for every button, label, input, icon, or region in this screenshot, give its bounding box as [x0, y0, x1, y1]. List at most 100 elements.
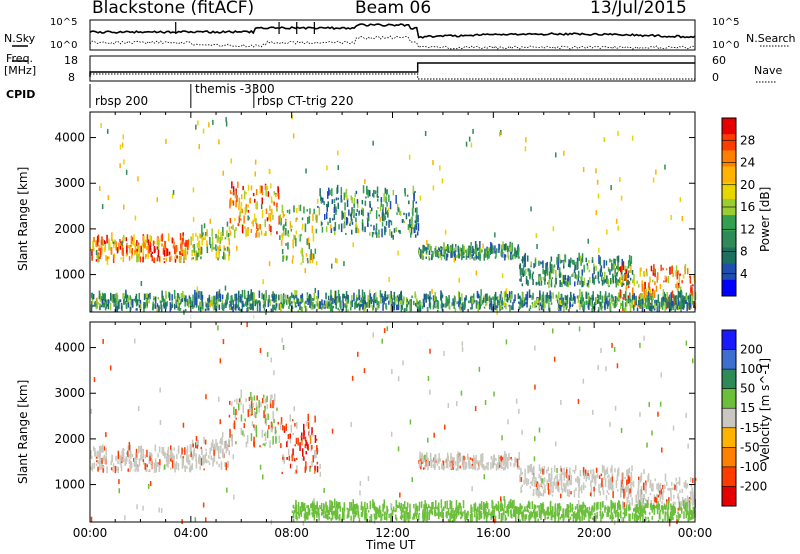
power-cell-2188 [356, 297, 358, 300]
power-cell-339 [276, 207, 278, 211]
velocity-cell-449 [290, 424, 292, 433]
power-cell-1979 [194, 298, 196, 306]
velocity-cell-1174 [297, 502, 300, 510]
power-cell-687 [396, 212, 398, 215]
power-cell-1223 [643, 302, 646, 308]
power-cell-2046 [331, 296, 333, 303]
power-scatter-110 [171, 193, 174, 199]
velocity-cell-954 [584, 485, 587, 488]
power-cell-448 [281, 204, 284, 213]
velocity-cell-1122 [688, 498, 690, 501]
velocity-cell-1869 [692, 506, 695, 512]
power-cell-1381 [532, 304, 534, 308]
power-cell-208 [97, 234, 100, 243]
power-cell-675 [321, 222, 323, 226]
power-cell-1743 [224, 302, 226, 306]
power-cell-1179 [519, 268, 522, 272]
velocity-cell-1527 [664, 511, 666, 516]
velocity-cell-1707 [669, 516, 671, 522]
power-cell-2337 [332, 298, 334, 304]
velocity-cell-1864 [642, 514, 644, 522]
velocity-cell-1578 [559, 506, 562, 511]
power-cell-214 [141, 242, 144, 247]
velocity-cell-1121 [643, 502, 645, 509]
power-cell-277 [201, 232, 204, 238]
power-cell-2305 [288, 305, 290, 309]
velocity-cell-1990 [581, 505, 583, 510]
velocity-cell-1792 [654, 505, 657, 509]
power-cell-1760 [248, 294, 250, 302]
velocity-cell-1931 [685, 510, 687, 519]
velocity-cell-1989 [437, 505, 440, 515]
power-cell-1600 [124, 301, 126, 305]
velocity-cell-436 [286, 457, 288, 460]
velocity-cell-1007 [659, 484, 661, 490]
power-cell-1887 [152, 304, 154, 311]
power-cell-1465 [379, 290, 382, 298]
power-cell-607 [398, 208, 401, 216]
velocity-cell-85 [129, 463, 131, 473]
power-cell-2456 [325, 304, 328, 307]
velocity-cell-936 [604, 470, 606, 478]
velocity-cell-322 [253, 436, 255, 446]
power-cell-534 [349, 221, 352, 224]
power-cell-2062 [689, 294, 692, 304]
power-cell-1620 [329, 298, 331, 308]
power-cell-405 [268, 213, 270, 221]
velocity-cell-345 [264, 431, 267, 441]
power-cell-951 [614, 268, 616, 277]
velocity-cell-1114 [679, 503, 681, 509]
power-cell-23 [103, 240, 105, 244]
velocity-cell-1688 [617, 517, 619, 522]
power-cell-1901 [271, 294, 273, 298]
power-cell-2442 [546, 292, 548, 298]
power-scatter-151 [137, 176, 139, 182]
velocity-cell-1810 [576, 504, 578, 509]
velocity-cell-253 [215, 439, 217, 444]
power-cell-513 [364, 226, 366, 233]
velocity-cell-1217 [298, 513, 300, 519]
velocity-cell-840 [525, 478, 527, 484]
power-scatter-130 [525, 137, 527, 143]
velocity-cell-459 [311, 427, 313, 436]
power-cell-2631 [613, 302, 616, 308]
power-cell-470 [287, 233, 290, 238]
velocity-cell-753 [568, 489, 571, 495]
velocity-cell-815 [584, 469, 587, 477]
power-cell-2178 [430, 297, 433, 300]
power-cell-1985 [597, 309, 600, 312]
power-cell-2404 [682, 297, 684, 307]
velocity-cell-1742 [520, 504, 522, 513]
power-cell-807 [494, 256, 497, 259]
velocity-cell-239 [197, 439, 199, 447]
velocity-cell-430 [280, 443, 282, 449]
velocity-cell-1756 [609, 514, 611, 520]
power-cell-2534 [286, 299, 288, 305]
power-cell-369 [269, 205, 271, 211]
power-cell-1744 [351, 295, 353, 301]
power-cell-103 [174, 253, 177, 260]
velocity-cell-970 [622, 506, 624, 511]
power-cell-308 [270, 183, 272, 189]
velocity-cell-1845 [514, 513, 517, 517]
power-cell-2246 [582, 297, 585, 302]
power-cell-1406 [512, 302, 514, 311]
velocity-cell-213 [168, 455, 170, 464]
velocity-cell-1791 [677, 519, 679, 522]
velocity-cell-164 [94, 448, 96, 457]
power-cell-2023 [90, 292, 93, 298]
power-scatter-119 [236, 245, 238, 251]
velocity-cell-1852 [637, 507, 639, 511]
power-cell-2146 [393, 302, 395, 311]
velocity-scatter-70 [518, 408, 520, 414]
velocity-cell-1067 [669, 508, 672, 511]
velocity-cell-372 [248, 396, 251, 401]
power-cell-1045 [586, 264, 589, 270]
power-cell-1269 [647, 285, 650, 292]
power-cell-681 [390, 220, 393, 226]
power-scatter-59 [208, 122, 210, 128]
velocity-scatter-39 [351, 375, 354, 381]
power-cell-553 [399, 211, 402, 216]
power-cell-258 [217, 257, 219, 261]
power-cell-1511 [307, 299, 309, 305]
